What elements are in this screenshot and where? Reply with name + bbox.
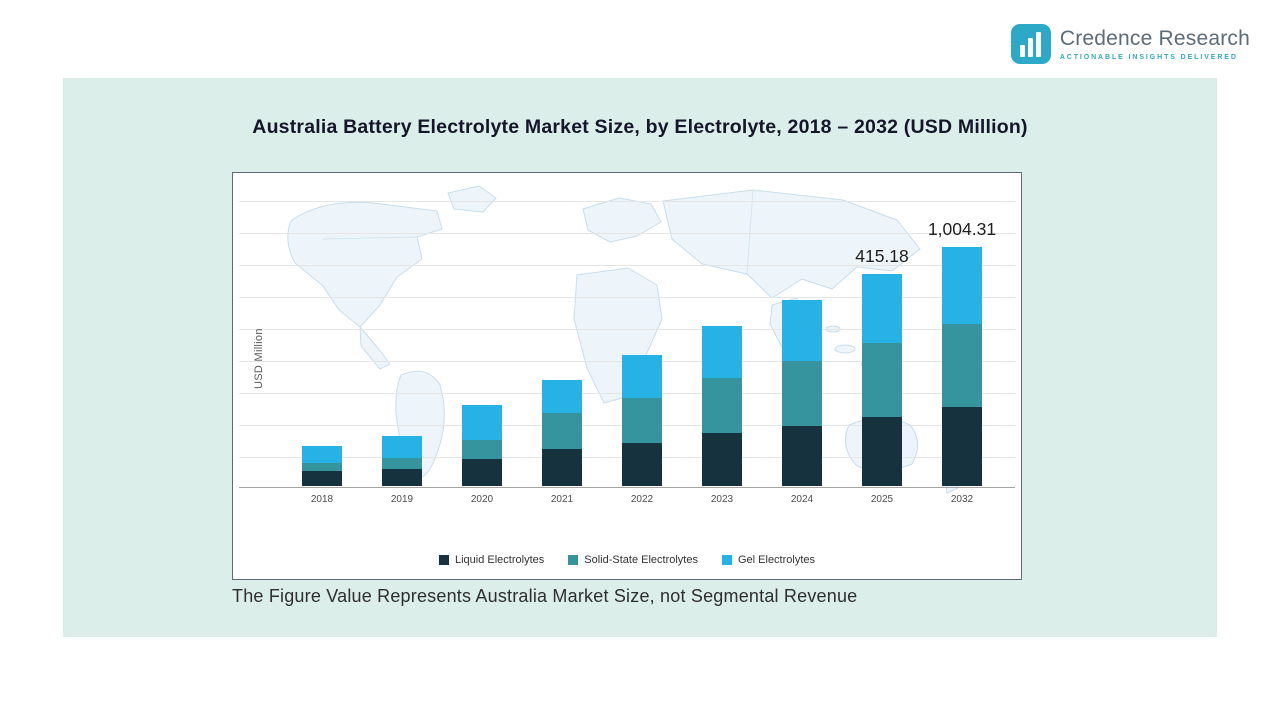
data-label-2025: 415.18 [855, 246, 909, 266]
bar-segment-2019 [382, 436, 422, 458]
legend: Liquid Electrolytes Solid-State Electroly… [233, 554, 1021, 566]
legend-swatch [438, 555, 449, 565]
bar-segment-2032 [942, 407, 982, 486]
x-tick-label: 2024 [790, 494, 814, 505]
bar-segment-2023 [702, 378, 742, 433]
chart-plot-area: USD Million 2018 2019 2020 2021 2022 2023 2024… [232, 172, 1022, 580]
bar-chart-logo-icon [1010, 24, 1051, 64]
logo-name: Credence Research [1059, 27, 1250, 50]
bar-segment-2021 [542, 413, 582, 449]
bar-segment-2018 [302, 446, 342, 463]
logo: Credence Research Actionable Insights De… [1010, 24, 1250, 64]
logo-text: Credence Research Actionable Insights De… [1060, 27, 1250, 61]
bar-segment-2023 [702, 433, 742, 486]
bar-segment-2024 [782, 300, 822, 361]
bar-2022 [622, 355, 662, 486]
x-tick-label: 2032 [950, 494, 974, 505]
bar-2024 [782, 300, 822, 486]
legend-item: Liquid Electrolytes [438, 554, 545, 566]
bar-segment-2025 [862, 274, 902, 343]
bar-2032 [942, 247, 982, 486]
x-tick-label: 2022 [630, 494, 654, 505]
bar-2023 [702, 326, 742, 486]
bar-segment-2023 [702, 326, 742, 378]
bar-segment-2019 [382, 458, 422, 469]
gridline [239, 265, 1015, 266]
data-label-2032: 1,004.31 [927, 219, 997, 239]
bar-segment-2020 [462, 459, 502, 486]
x-tick-label: 2023 [710, 494, 734, 505]
bar-2025 [862, 274, 902, 486]
bar-segment-2022 [622, 355, 662, 398]
bar-segment-2019 [382, 469, 422, 486]
bar-segment-2020 [462, 405, 502, 440]
bar-segment-2032 [942, 324, 982, 407]
plot-layer: 2018 2019 2020 2021 2022 2023 2024 2025 2032 415.… [233, 173, 1021, 579]
figure-note: The Figure Value Represents Australia Ma… [232, 586, 858, 606]
bar-segment-2025 [862, 417, 902, 486]
legend-swatch [721, 555, 732, 565]
chart-panel: Australia Battery Electrolyte Market Siz… [63, 78, 1217, 637]
gridline [239, 233, 1015, 234]
gridline [239, 201, 1015, 202]
gridline [239, 329, 1015, 330]
bar-segment-2024 [782, 361, 822, 426]
bar-segment-2020 [462, 440, 502, 459]
bar-segment-2024 [782, 426, 822, 486]
bar-2021 [542, 380, 582, 486]
x-tick-label: 2020 [470, 494, 494, 505]
x-tick-label: 2021 [550, 494, 574, 505]
bar-segment-2025 [862, 343, 902, 417]
bar-segment-2032 [942, 247, 982, 324]
bar-2019 [382, 436, 422, 486]
legend-label: Gel Electrolytes [737, 554, 816, 566]
bar-segment-2018 [302, 471, 342, 486]
x-tick-label: 2025 [870, 494, 894, 505]
legend-item: Solid-State Electrolytes [568, 554, 698, 566]
logo-tagline: Actionable Insights Delivered [1059, 54, 1238, 61]
chart-title: Australia Battery Electrolyte Market Siz… [252, 116, 1028, 138]
bar-segment-2018 [302, 463, 342, 471]
bar-segment-2021 [542, 380, 582, 413]
bar-2020 [462, 405, 502, 486]
legend-item: Gel Electrolytes [721, 554, 816, 566]
bar-segment-2022 [622, 398, 662, 443]
legend-label: Liquid Electrolytes [454, 554, 545, 566]
x-tick-label: 2018 [310, 494, 334, 505]
bar-segment-2021 [542, 449, 582, 486]
x-axis-line [239, 487, 1015, 488]
bar-2018 [302, 446, 342, 486]
gridline [239, 297, 1015, 298]
legend-label: Solid-State Electrolytes [584, 554, 698, 566]
legend-swatch [568, 555, 579, 565]
bar-segment-2022 [622, 443, 662, 486]
x-tick-label: 2019 [390, 494, 414, 505]
